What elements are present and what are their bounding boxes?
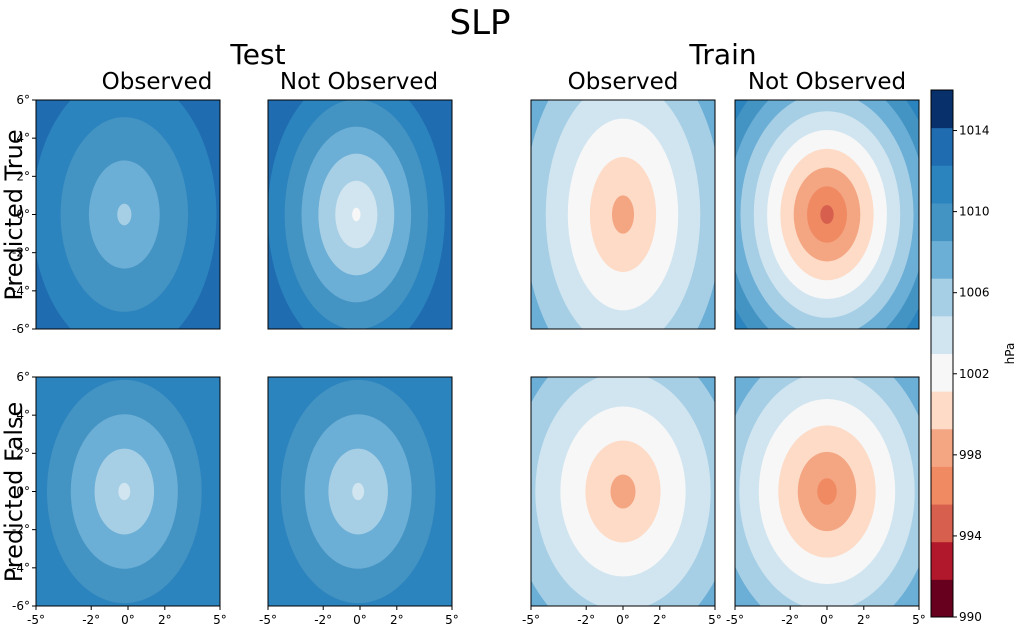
colorbar-tick-label: 994 <box>959 529 982 543</box>
colorbar-segment <box>931 127 953 166</box>
x-tick-label: 0° <box>820 613 834 627</box>
group-title-train: Train <box>688 38 756 71</box>
colorbar-segment <box>931 315 953 354</box>
x-tick-label: -5° <box>259 613 277 627</box>
contour-band-1006 <box>118 482 131 501</box>
colorbar-segment <box>931 428 953 467</box>
y-tick-label: -6° <box>12 599 30 613</box>
y-tick-label: 2° <box>16 446 30 460</box>
x-tick-label: -2° <box>781 613 799 627</box>
y-tick-label: -2° <box>12 523 30 537</box>
y-tick-label: -4° <box>12 284 30 298</box>
contour-panel-train-observed-predicted-true <box>530 99 716 330</box>
x-tick-label: 5° <box>213 613 227 627</box>
colorbar-tick-label: 1010 <box>959 205 990 219</box>
colorbar-segment <box>931 165 953 204</box>
group-title-test: Test <box>229 38 285 71</box>
y-tick-label: 6° <box>16 370 30 384</box>
row-title-predicted-false: Predicted False <box>0 402 28 583</box>
colorbar-tick-label: 1002 <box>959 367 990 381</box>
colorbar-segment <box>931 466 953 505</box>
x-tick-label: -5° <box>27 613 45 627</box>
contour-band-998 <box>817 478 837 505</box>
colorbar-label: hPa <box>1003 343 1017 365</box>
colorbar-segment <box>931 90 953 129</box>
x-tick-label: 5° <box>445 613 459 627</box>
y-tick-label: 4° <box>16 408 30 422</box>
panel-frame <box>734 99 920 330</box>
colorbar-tick-label: 998 <box>959 448 982 462</box>
y-tick-label: 0° <box>16 208 30 222</box>
contour-panel-test-not-observed-predicted-false <box>267 376 453 607</box>
colorbar-tick-label: 1014 <box>959 124 990 138</box>
colorbar: 990 994 998 1002 1006 1010 1014 hPa <box>930 89 1017 624</box>
figure-title: SLP <box>449 3 510 43</box>
contour-band-1004 <box>352 207 361 222</box>
contour-band-996 <box>820 205 834 224</box>
contour-panel-train-not-observed-predicted-true <box>734 99 920 330</box>
contour-panel-test-not-observed-predicted-true <box>267 99 453 330</box>
y-tick-label: -4° <box>12 561 30 575</box>
y-tick-label: 2° <box>16 169 30 183</box>
column-title-test-observed: Observed <box>102 69 213 95</box>
contour-band-1006 <box>352 482 365 501</box>
axes-layer: 6°4°2°0°-2°-4°-6°6°4°2°0°-2°-4°-6°-5° -2°… <box>12 93 926 627</box>
colorbar-segment <box>931 353 953 392</box>
contour-panel-train-not-observed-predicted-false <box>734 376 920 607</box>
x-tick-label: 0° <box>616 613 630 627</box>
x-tick-label: 2° <box>653 613 667 627</box>
column-title-train-observed: Observed <box>568 69 679 95</box>
x-tick-label: -5° <box>522 613 540 627</box>
x-tick-label: 2° <box>158 613 172 627</box>
colorbar-segment <box>931 541 953 580</box>
colorbar-segment <box>931 504 953 543</box>
panel-frame <box>267 99 453 330</box>
x-tick-label: -2° <box>577 613 595 627</box>
colorbar-segment <box>931 278 953 317</box>
x-tick-label: 5° <box>912 613 926 627</box>
x-tick-label: 2° <box>390 613 404 627</box>
x-tick-label: -2° <box>82 613 100 627</box>
colorbar-segment <box>931 579 953 618</box>
colorbar-segment <box>931 240 953 279</box>
colorbar-segment <box>931 202 953 242</box>
contour-panel-train-observed-predicted-false <box>530 376 716 607</box>
x-tick-label: 2° <box>857 613 871 627</box>
x-tick-label: -2° <box>314 613 332 627</box>
panels-layer <box>35 99 920 607</box>
x-tick-label: 5° <box>708 613 722 627</box>
contour-band-1000 <box>610 474 636 509</box>
contour-band-1000 <box>611 195 635 234</box>
row-title-predicted-true: Predicted True <box>0 129 28 300</box>
x-tick-label: 0° <box>353 613 367 627</box>
x-tick-label: -5° <box>726 613 744 627</box>
contour-band-1008 <box>117 203 132 226</box>
contour-panel-test-observed-predicted-false <box>35 376 221 607</box>
y-tick-label: 4° <box>16 131 30 145</box>
colorbar-frame <box>930 89 954 618</box>
y-tick-label: 6° <box>16 93 30 107</box>
y-tick-label: -2° <box>12 246 30 260</box>
x-tick-label: 0° <box>121 613 135 627</box>
colorbar-tick-label: 1006 <box>959 286 990 300</box>
column-title-test-not-observed: Not Observed <box>280 69 438 95</box>
y-tick-label: 0° <box>16 485 30 499</box>
y-tick-label: -6° <box>12 322 30 336</box>
contour-panel-test-observed-predicted-true <box>35 99 221 330</box>
colorbar-segment <box>931 391 953 430</box>
panel-frame <box>530 99 716 330</box>
column-title-train-not-observed: Not Observed <box>748 69 906 95</box>
colorbar-tick-label: 990 <box>959 610 982 624</box>
